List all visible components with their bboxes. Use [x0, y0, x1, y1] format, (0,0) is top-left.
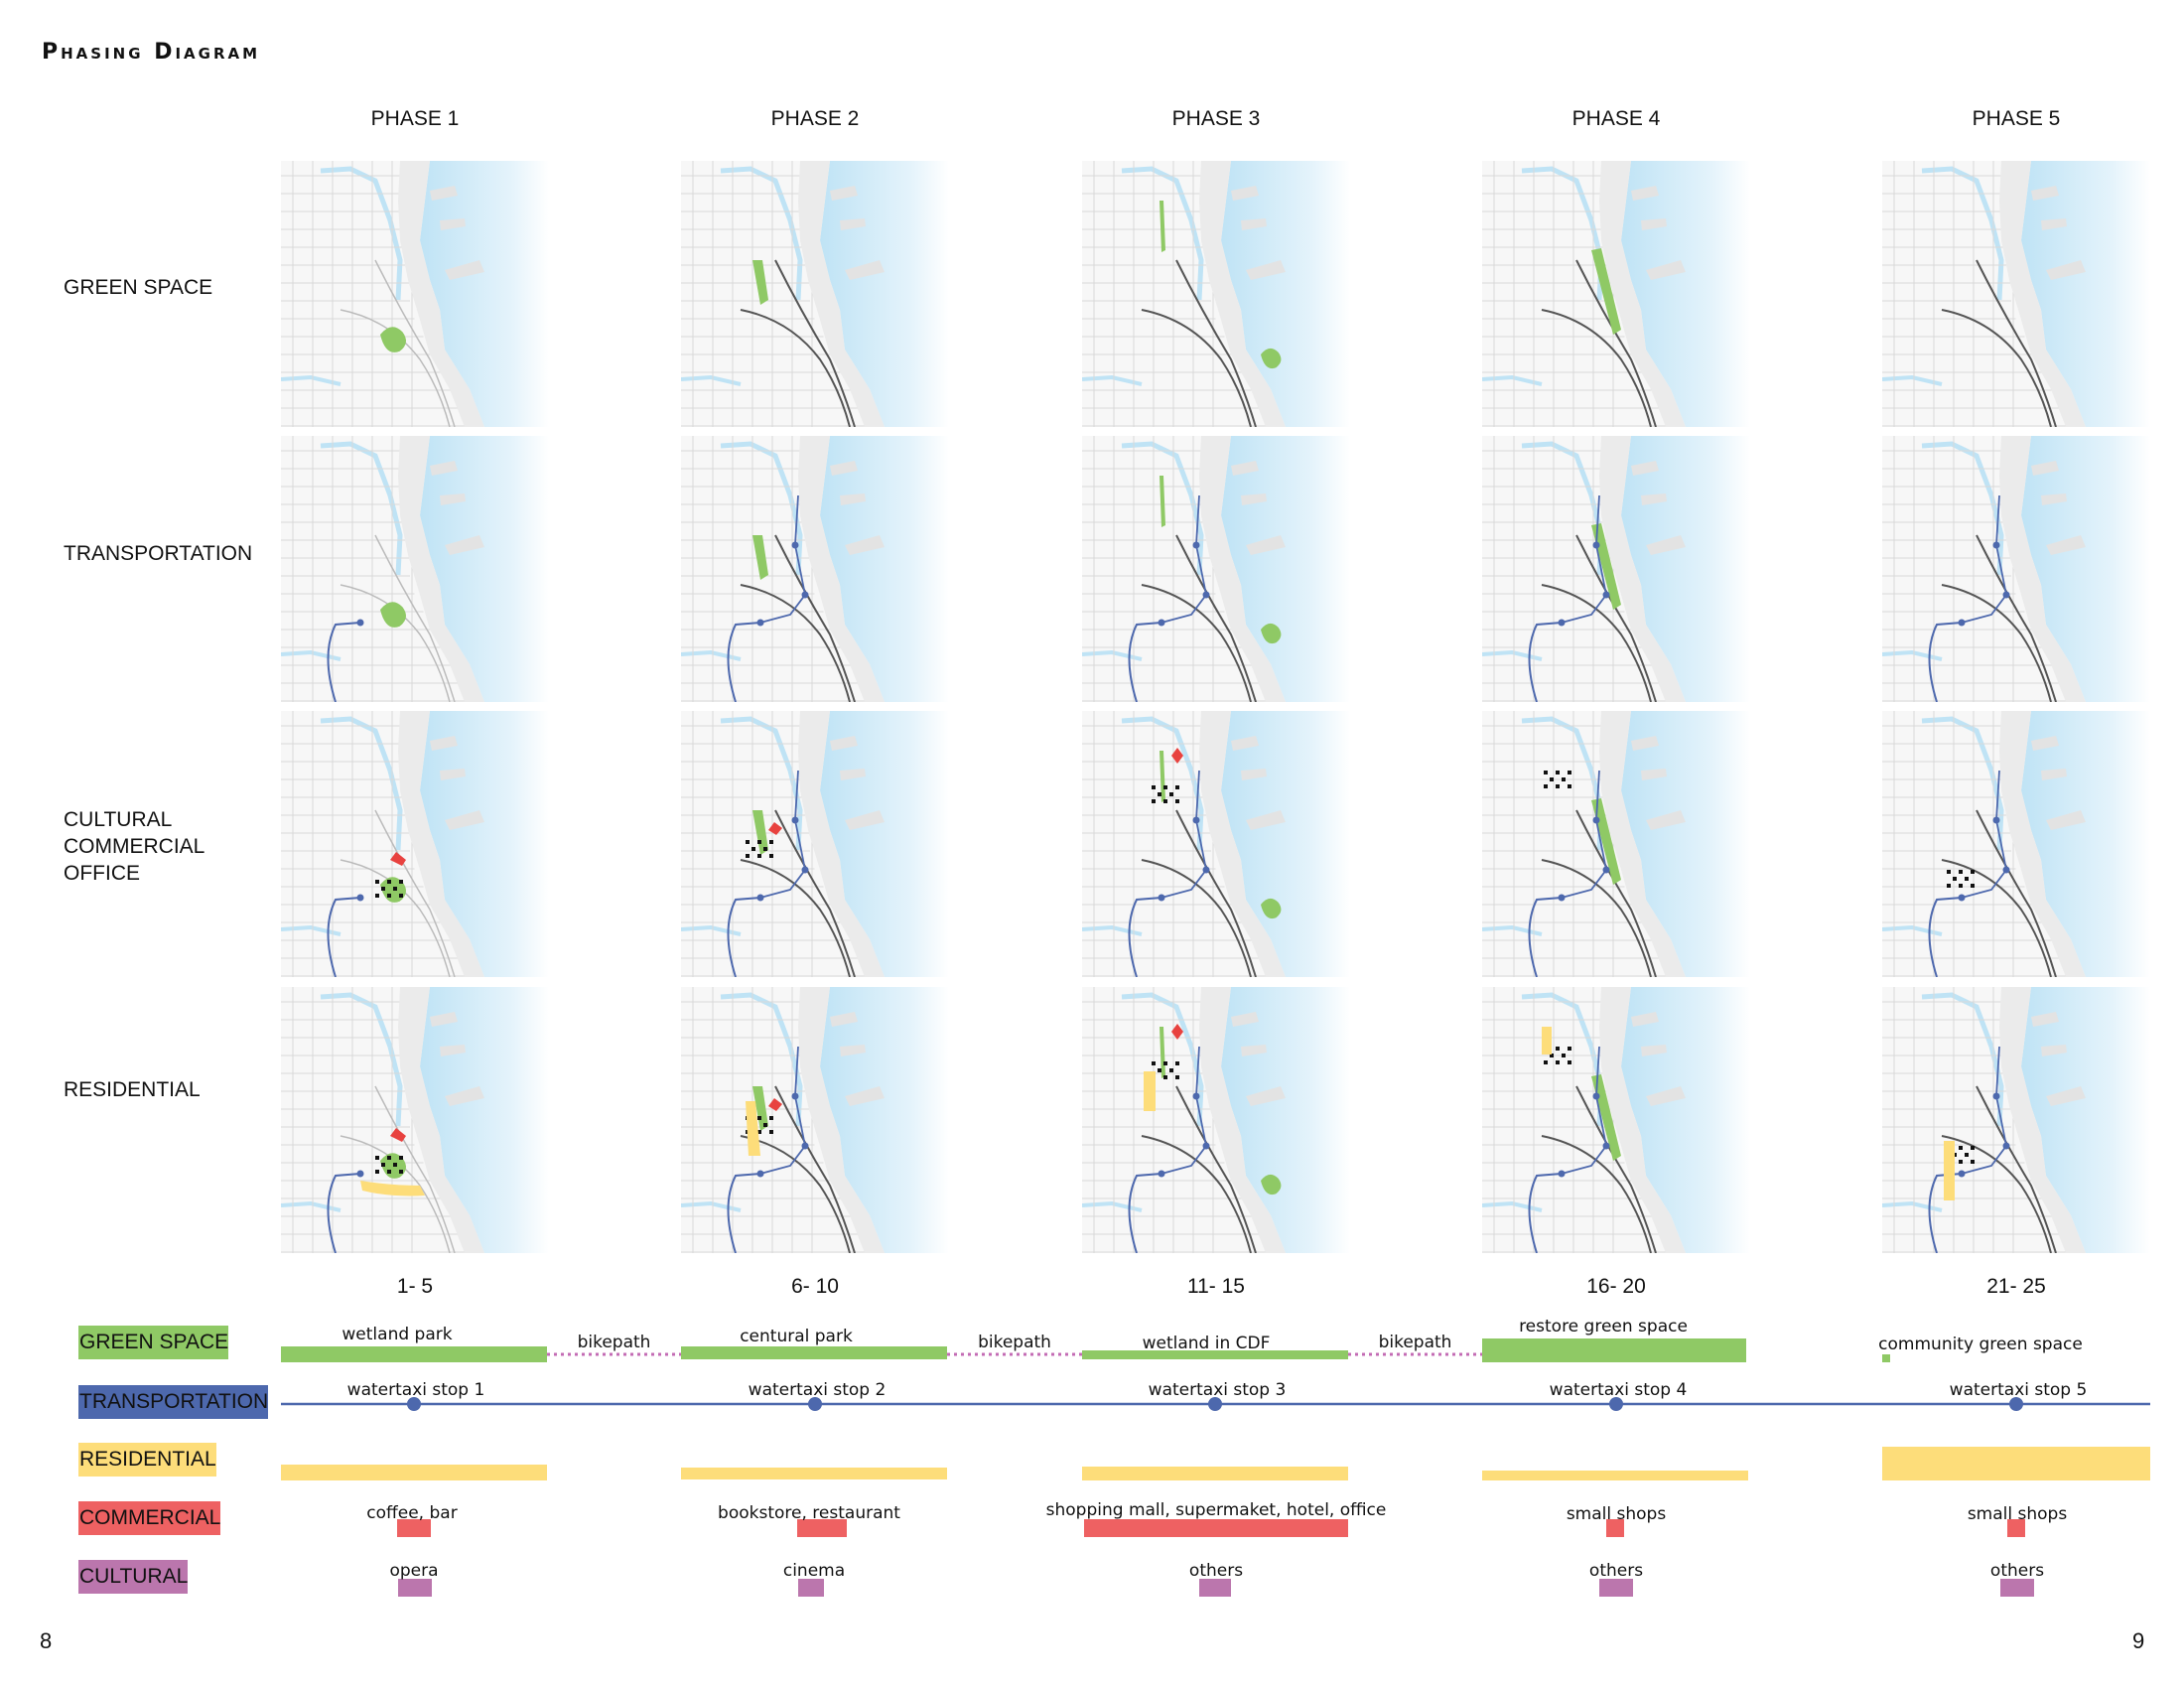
- watertaxi-stop-label: watertaxi stop 2: [748, 1380, 887, 1400]
- phase-year-range: 11- 15: [1187, 1275, 1245, 1298]
- bikepath-label: bikepath: [978, 1333, 1051, 1352]
- legend-item: RESIDENTIAL: [78, 1443, 216, 1477]
- commercial-label: bookstore, restaurant: [718, 1503, 900, 1523]
- green-space-label: wetland park: [341, 1325, 453, 1344]
- watertaxi-stop: [808, 1397, 822, 1411]
- legend-item: CULTURAL: [78, 1560, 189, 1594]
- commercial-bar: [797, 1519, 847, 1537]
- phase-map: [681, 161, 949, 427]
- watertaxi-stop: [1609, 1397, 1623, 1411]
- commercial-label: small shops: [1967, 1504, 2068, 1524]
- phase-map: [281, 711, 549, 977]
- phase-map: [681, 987, 949, 1253]
- watertaxi-stop: [1208, 1397, 1222, 1411]
- phase-map: [1482, 436, 1750, 702]
- phase-label: PHASE 5: [1972, 107, 2061, 130]
- row-label: TRANSPORTATION: [64, 542, 253, 565]
- cultural-bar: [2000, 1579, 2034, 1597]
- phase-map: [1082, 987, 1350, 1253]
- commercial-bar: [1606, 1519, 1624, 1537]
- page-title: Phasing Diagram: [42, 40, 261, 65]
- phase-map: [281, 987, 549, 1253]
- green-space-label: restore green space: [1519, 1317, 1688, 1336]
- watertaxi-stop: [407, 1397, 421, 1411]
- phase-year-range: 1- 5: [396, 1275, 434, 1298]
- green-space-bar: [1082, 1350, 1348, 1359]
- phase-map: [1882, 436, 2150, 702]
- cultural-bar: [398, 1579, 432, 1597]
- green-space-bar: [681, 1346, 947, 1359]
- phase-map: [1082, 161, 1350, 427]
- phase-map: [281, 161, 549, 427]
- phase-map: [1482, 161, 1750, 427]
- row-label: RESIDENTIAL: [64, 1078, 201, 1101]
- legend-item: COMMERCIAL: [78, 1501, 221, 1535]
- phase-map: [1482, 711, 1750, 977]
- watertaxi-stop-label: watertaxi stop 5: [1949, 1380, 2088, 1400]
- phase-map: [1082, 436, 1350, 702]
- residential-bar: [681, 1468, 947, 1479]
- watertaxi-stop: [2009, 1397, 2023, 1411]
- phase-map: [281, 436, 549, 702]
- green-space-bar: [281, 1346, 547, 1362]
- cultural-bar: [1199, 1579, 1231, 1597]
- page-number-left: 8: [40, 1628, 53, 1653]
- green-space-label: wetland in CDF: [1142, 1334, 1271, 1353]
- commercial-label: coffee, bar: [366, 1503, 458, 1523]
- cultural-bar: [1599, 1579, 1633, 1597]
- commercial-bar: [2007, 1519, 2025, 1537]
- residential-bar: [281, 1465, 547, 1480]
- phase-year-range: 16- 20: [1586, 1275, 1646, 1298]
- phase-map: [1082, 711, 1350, 977]
- watertaxi-stop-label: watertaxi stop 1: [346, 1380, 485, 1400]
- green-space-bar: [1882, 1354, 1890, 1362]
- row-label: GREEN SPACE: [64, 276, 213, 299]
- watertaxi-stop-label: watertaxi stop 4: [1549, 1380, 1688, 1400]
- residential-bar: [1882, 1447, 2150, 1480]
- commercial-bar: [397, 1519, 431, 1537]
- row-label: CULTURAL COMMERCIAL OFFICE: [64, 808, 205, 885]
- phase-label: PHASE 3: [1171, 107, 1261, 130]
- cultural-label: opera: [389, 1561, 439, 1581]
- commercial-label: shopping mall, supermaket, hotel, office: [1045, 1500, 1387, 1520]
- phase-label: PHASE 4: [1571, 107, 1661, 130]
- phase-map: [1882, 161, 2150, 427]
- cultural-label: others: [1588, 1561, 1644, 1581]
- green-space-label: community green space: [1878, 1335, 2083, 1354]
- watertaxi-stop-label: watertaxi stop 3: [1148, 1380, 1287, 1400]
- cultural-label: others: [1188, 1561, 1244, 1581]
- phase-map: [681, 711, 949, 977]
- phase-label: PHASE 2: [770, 107, 860, 130]
- commercial-label: small shops: [1566, 1504, 1667, 1524]
- green-space-bar: [1482, 1338, 1746, 1362]
- phase-map: [1882, 711, 2150, 977]
- bikepath-label: bikepath: [1378, 1333, 1452, 1352]
- phase-year-range: 6- 10: [791, 1275, 839, 1298]
- cultural-bar: [798, 1579, 824, 1597]
- legend-item: GREEN SPACE: [78, 1326, 229, 1359]
- phase-map: [1482, 987, 1750, 1253]
- cultural-label: cinema: [782, 1561, 846, 1581]
- green-space-label: centural park: [740, 1327, 853, 1346]
- cultural-label: others: [1989, 1561, 2045, 1581]
- phase-map: [1882, 987, 2150, 1253]
- residential-bar: [1082, 1467, 1348, 1480]
- phase-year-range: 21- 25: [1986, 1275, 2046, 1298]
- bikepath-label: bikepath: [577, 1333, 651, 1352]
- phase-label: PHASE 1: [370, 107, 460, 130]
- legend-item: TRANSPORTATION: [78, 1385, 269, 1419]
- commercial-bar: [1084, 1519, 1348, 1537]
- phase-map: [681, 436, 949, 702]
- page-number-right: 9: [2132, 1628, 2145, 1653]
- residential-bar: [1482, 1471, 1748, 1480]
